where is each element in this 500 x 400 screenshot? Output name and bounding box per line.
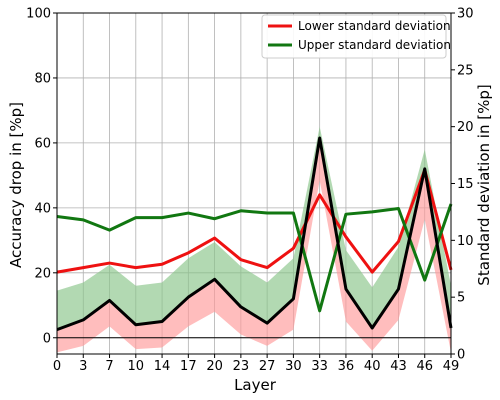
x-tick-label: 33 [311,359,328,374]
left-y-tick-label: 60 [34,136,51,151]
x-tick-label: 27 [259,359,276,374]
right-y-tick-label: 30 [457,7,474,22]
x-tick-label: 10 [128,359,145,374]
x-tick-label: 30 [285,359,302,374]
right-y-tick-label: 20 [457,120,474,135]
right-y-tick-label: 5 [457,291,465,306]
x-tick-label: 46 [416,359,433,374]
left-y-axis-label: Accuracy drop in [%p] [7,102,25,268]
std-band-upper [57,126,451,330]
left-y-tick-label: 0 [43,331,51,346]
x-tick-label: 49 [443,359,460,374]
right-y-axis-ticks: 0 5 10 15 20 25 30 [451,7,474,363]
series-line-upper-std [56,203,453,313]
right-y-tick-label: 10 [457,234,474,249]
std-band-lower [57,138,451,353]
right-y-tick-label: 15 [457,177,474,192]
x-tick-label: 20 [206,359,223,374]
series-line-lower-std [56,168,453,274]
right-y-axis-label: Standard deviation in [%p] [475,84,493,285]
right-y-tick-label: 0 [457,348,465,363]
x-axis-label: Layer [234,376,277,394]
series-lines [56,136,453,332]
left-y-tick-label: 100 [26,7,51,22]
x-tick-label: 17 [180,359,197,374]
left-y-axis-ticks: 0 20 40 60 80 100 [26,7,57,346]
std-bands [57,126,451,353]
x-tick-label: 14 [154,359,171,374]
series-line-mean-accuracy-drop [56,136,453,332]
left-y-tick-label: 80 [34,71,51,86]
x-tick-label: 23 [233,359,250,374]
x-tick-label: 7 [105,359,113,374]
legend: Lower standard deviation Upper standard … [261,14,451,59]
legend-label-upper: Upper standard deviation [298,38,451,52]
legend-box [261,14,447,59]
x-axis-ticks: 0 3 7 10 14 17 20 23 27 30 33 36 40 43 46 49 [53,354,459,374]
left-y-tick-label: 40 [34,201,51,216]
right-y-tick-label: 25 [457,63,474,78]
x-tick-label: 43 [390,359,407,374]
x-tick-label: 0 [53,359,61,374]
x-tick-label: 40 [364,359,381,374]
x-tick-label: 36 [338,359,355,374]
x-tick-label: 3 [79,359,87,374]
legend-label-lower: Lower standard deviation [298,19,451,33]
left-y-tick-label: 20 [34,266,51,281]
